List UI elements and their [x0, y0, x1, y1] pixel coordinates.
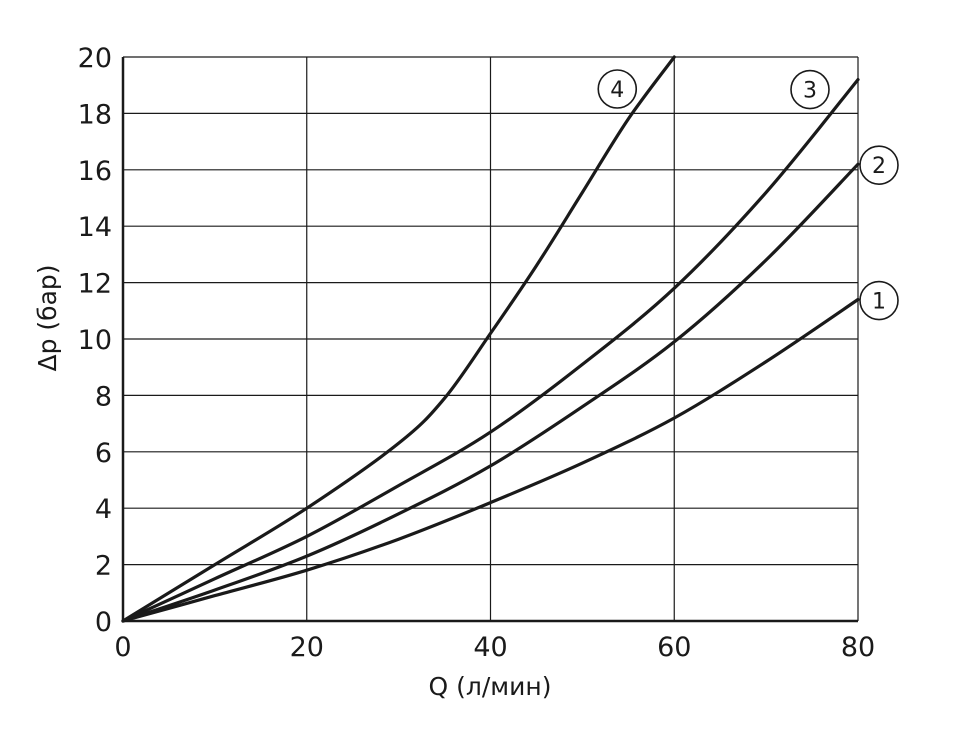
series-line-1 [121, 297, 860, 623]
y-axis-label: Δp (бар) [33, 264, 62, 371]
y-tick-label: 6 [95, 438, 112, 469]
y-tick-label: 4 [95, 494, 112, 525]
series-label-4: 4 [597, 69, 638, 109]
y-tick-label: 14 [78, 212, 112, 243]
series-line-2 [121, 162, 860, 623]
y-tick-label: 2 [95, 551, 112, 582]
y-tick-label: 12 [78, 269, 112, 300]
series-line-3 [121, 78, 860, 623]
series-label-2: 2 [859, 145, 899, 185]
x-tick-label: 80 [841, 632, 875, 663]
series-label-3: 3 [790, 69, 830, 110]
series-label-circle [597, 69, 638, 109]
y-axis-ticks: 0 2 4 6 8 10 12 14 16 18 20 [78, 43, 112, 638]
series-label-circle [859, 280, 899, 321]
series-label-text: 3 [803, 79, 817, 104]
y-tick-label: 20 [78, 43, 112, 74]
series-labels: 1 2 3 4 [597, 69, 899, 321]
x-tick-label: 40 [473, 632, 507, 663]
series-lines [121, 55, 860, 623]
x-tick-label: 60 [657, 632, 691, 663]
series-label-1: 1 [859, 280, 899, 321]
y-tick-label: 18 [78, 99, 112, 130]
y-tick-label: 10 [78, 325, 112, 356]
series-label-text: 1 [872, 290, 886, 315]
x-tick-label: 20 [290, 632, 324, 663]
y-tick-label: 0 [95, 607, 112, 638]
series-line-4 [121, 55, 676, 623]
series-label-circle [790, 69, 830, 110]
grid [121, 56, 859, 623]
series-label-text: 2 [872, 154, 886, 179]
y-tick-label: 8 [95, 381, 112, 412]
series-label-circle [859, 145, 899, 185]
series-label-text: 4 [610, 78, 624, 103]
x-tick-label: 0 [114, 632, 131, 663]
y-tick-label: 16 [78, 156, 112, 187]
x-axis-ticks: 0 20 40 60 80 [114, 632, 875, 663]
x-axis-label: Q (л/мин) [429, 672, 552, 701]
